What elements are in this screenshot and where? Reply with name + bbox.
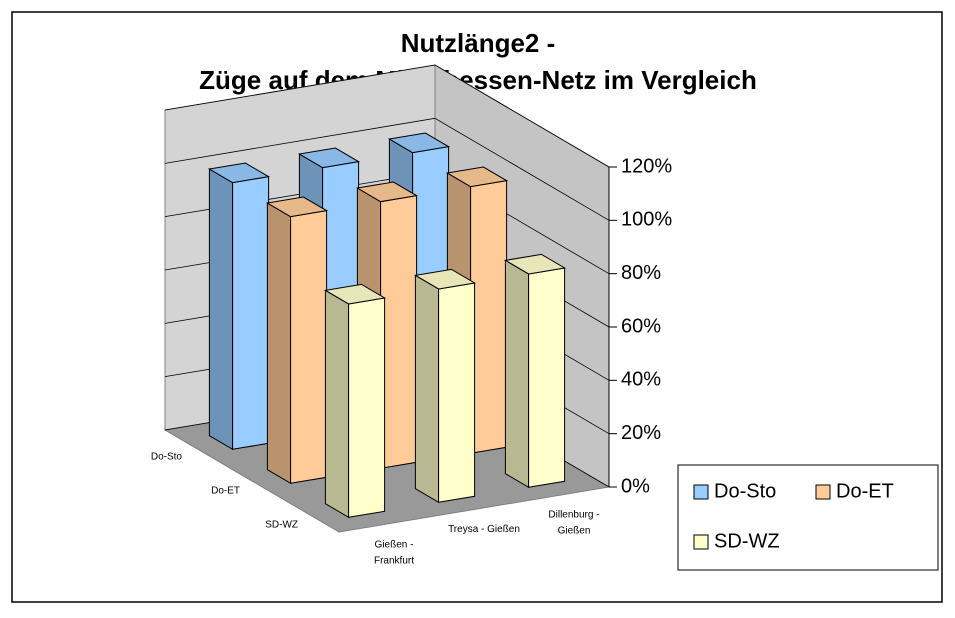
bar-front-face (380, 195, 418, 469)
bar-left-face (266, 202, 292, 485)
x-tick-label: Gießen - Frankfurt (374, 539, 414, 566)
legend-swatch (815, 484, 831, 500)
y-tick-label: 100% (621, 209, 672, 231)
legend-label: Do-Sto (714, 480, 776, 502)
bar-top-face (265, 196, 329, 218)
y-tick-label: 40% (621, 369, 661, 391)
series-axis-label: Do-ET (211, 486, 240, 497)
x-tick-label-line: Dillenburg - (548, 509, 599, 520)
legend-label: Do-ET (836, 480, 894, 502)
bar-top-face (413, 268, 477, 290)
chart-title: Nutzlänge2 - (401, 28, 556, 58)
bar-top-face (355, 181, 419, 203)
x-tick-label-line: Frankfurt (374, 555, 414, 566)
bar-top-face (207, 162, 271, 184)
bar-front-face (290, 210, 328, 484)
bar-top-face (445, 166, 509, 188)
bar (503, 253, 567, 489)
y-tick-label: 20% (621, 422, 661, 444)
y-tick-label: 0% (621, 475, 650, 497)
legend-swatch (693, 534, 709, 550)
bar (323, 283, 387, 519)
bar-top-face (297, 147, 361, 169)
bar-top-face (323, 283, 387, 305)
x-tick-label: Treysa - Gießen (448, 524, 520, 535)
legend-swatch (693, 484, 709, 500)
bar-left-face (324, 289, 350, 519)
bar (207, 162, 271, 451)
legend-box (677, 464, 939, 571)
bar-top-face (503, 253, 567, 275)
x-tick-label-line: Gießen - (375, 539, 414, 550)
grid-line (164, 117, 610, 221)
bar-left-face (414, 274, 440, 504)
bar-left-face (504, 259, 530, 489)
bar-front-face (470, 180, 508, 454)
series-axis-label: Do-Sto (151, 452, 183, 463)
legend-label: SD-WZ (714, 530, 780, 552)
bar-front-face (232, 176, 270, 450)
bar-left-face (208, 168, 234, 451)
bar-front-face (528, 267, 566, 488)
series-axis-label: SD-WZ (265, 520, 298, 531)
y-tick-label: 120% (621, 155, 672, 177)
grid-line (164, 64, 610, 168)
y-tick-label: 60% (621, 315, 661, 337)
bar-front-face (348, 297, 386, 518)
x-tick-label: Dillenburg - Gießen (548, 509, 599, 536)
y-tick-label: 80% (621, 262, 661, 284)
bar-front-face (438, 282, 476, 503)
bar (413, 268, 477, 504)
bar-top-face (387, 132, 451, 154)
bar (265, 196, 329, 485)
x-tick-label-line: Gießen (558, 525, 591, 536)
